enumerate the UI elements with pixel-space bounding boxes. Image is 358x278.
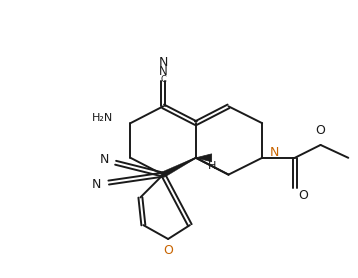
Text: N: N — [92, 178, 102, 191]
Text: H: H — [208, 161, 216, 171]
Text: N: N — [270, 146, 280, 159]
Polygon shape — [196, 154, 212, 162]
Text: N: N — [100, 153, 110, 166]
Text: N: N — [159, 65, 168, 78]
Text: O: O — [316, 124, 325, 136]
Text: O: O — [298, 189, 308, 202]
Text: H₂N: H₂N — [91, 113, 113, 123]
Text: C: C — [160, 75, 166, 84]
Text: N: N — [159, 56, 168, 69]
Text: O: O — [163, 244, 173, 257]
Polygon shape — [162, 157, 196, 177]
